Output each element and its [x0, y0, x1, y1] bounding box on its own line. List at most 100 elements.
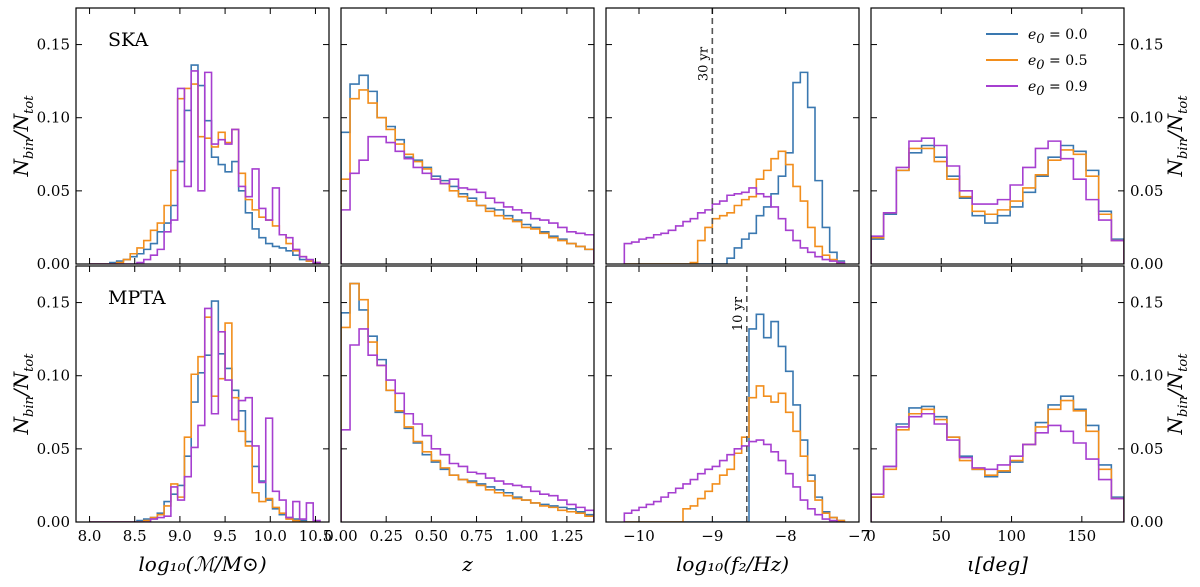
y-axis-label-part: bin	[1176, 396, 1191, 417]
y-tick-label: 0.15	[37, 36, 70, 54]
x-tick-label: −8	[775, 527, 797, 545]
y-axis-label: Nbin/Ntot	[1163, 95, 1191, 178]
y-axis-label-part: tot	[1176, 353, 1191, 372]
legend-label: e0 = 0.5	[1028, 53, 1087, 73]
y-axis-label-part: /N	[1163, 112, 1187, 140]
y-tick-label: 0.05	[37, 440, 70, 458]
x-tick-label: 100	[997, 527, 1026, 545]
histogram-series-1	[341, 89, 594, 264]
legend-label-part: = 0.0	[1045, 27, 1088, 43]
x-axis-label: log₁₀(f₂/Hz)	[676, 552, 789, 576]
y-axis-label-part: bin	[1176, 138, 1191, 159]
histogram-series-0	[341, 282, 594, 522]
panel-frame	[605, 7, 860, 265]
x-tick-label: 0	[866, 527, 876, 545]
histogram-series-1	[624, 150, 846, 264]
x-tick-label: 9.0	[168, 527, 192, 545]
y-tick-label-right: 0.05	[1130, 182, 1163, 200]
y-axis-label-part: bin	[22, 138, 37, 159]
legend-label-part: e	[1028, 27, 1036, 43]
x-tick-label: 8.0	[78, 527, 102, 545]
histogram-series-0	[624, 313, 846, 522]
y-tick-label-right: 0.15	[1130, 36, 1163, 54]
legend-label-part: e	[1028, 53, 1036, 69]
x-tick-label: 1.00	[505, 527, 538, 545]
x-tick-label: 0.50	[415, 527, 448, 545]
x-tick-label: 0.00	[324, 527, 357, 545]
x-tick-label: 50	[932, 527, 951, 545]
panel-frame	[870, 7, 1125, 265]
legend-label-part: 0	[1036, 84, 1044, 99]
y-tick-label: 0.15	[37, 294, 70, 312]
x-tick-label: 1.25	[550, 527, 583, 545]
y-axis-label-part: N	[9, 415, 33, 435]
x-tick-label: 10.5	[299, 527, 332, 545]
histogram-series-2	[623, 439, 845, 522]
histogram-series-2	[89, 70, 321, 264]
x-tick-label: 0.75	[460, 527, 493, 545]
legend-label-part: 0	[1036, 32, 1044, 47]
histogram-series-2	[871, 137, 1124, 264]
y-axis-label: Nbin/Ntot	[9, 95, 37, 178]
legend-label-part: = 0.9	[1045, 79, 1088, 95]
legend-label-part: e	[1028, 79, 1036, 95]
panel-r1-c1: 0.00 0.25 0.50 0.75 1.00 1.25	[324, 265, 595, 545]
y-axis-label-part: tot	[22, 95, 37, 114]
panel-frame	[75, 7, 330, 265]
x-tick-label: −9	[701, 527, 723, 545]
y-tick-label: 0.00	[37, 513, 70, 531]
panel-frame	[340, 7, 595, 265]
histogram-series-1	[624, 385, 846, 522]
x-axis-label: z	[461, 552, 473, 576]
legend-label: e0 = 0.9	[1028, 79, 1087, 99]
x-tick-label: −7	[848, 527, 870, 545]
panel-r0-c2: 30 yr	[605, 7, 860, 265]
histogram-series-0	[341, 74, 594, 264]
x-tick-label: 9.5	[213, 527, 237, 545]
x-axis-label: ι[deg]	[967, 552, 1028, 576]
histogram-series-2	[89, 307, 321, 522]
y-tick-label-right: 0.15	[1130, 294, 1163, 312]
panel-frame	[870, 265, 1125, 523]
y-tick-label-right: 0.00	[1130, 513, 1163, 531]
panel-r0-c1	[340, 7, 595, 265]
reference-line-label: 10 yr	[731, 296, 746, 331]
y-axis-label: Nbin/Ntot	[1163, 353, 1191, 436]
x-tick-label: 10.0	[254, 527, 287, 545]
x-axis-label: log₁₀(ℳ/M⊙)	[138, 552, 266, 576]
legend-label-part: 0	[1036, 58, 1044, 73]
panel-r0-c3: 0.00 0.05 0.10 0.15	[870, 7, 1163, 273]
y-tick-label-right: 0.05	[1130, 440, 1163, 458]
reference-line-label: 30 yr	[696, 46, 711, 81]
y-axis-label-part: bin	[22, 396, 37, 417]
histogram-series-2	[871, 412, 1124, 522]
y-tick-label-right: 0.10	[1130, 109, 1163, 127]
y-tick-label-right: 0.10	[1130, 367, 1163, 385]
panel-frame	[605, 265, 860, 523]
panel-frame	[340, 265, 595, 523]
panel-r0-c0: 0.00 0.05 0.10 0.15 SKA	[37, 7, 330, 273]
y-axis-label-part: /N	[1163, 370, 1187, 398]
x-tick-label: 8.5	[123, 527, 147, 545]
histogram-series-0	[624, 71, 846, 264]
legend-label: e0 = 0.0	[1028, 27, 1087, 47]
histogram-series-0	[89, 300, 320, 522]
y-axis-label-part: N	[1163, 415, 1187, 435]
y-axis-label-part: N	[1163, 157, 1187, 177]
y-axis-label-part: tot	[1176, 95, 1191, 114]
panel-r1-c2: 10 yr −10 −9 −8 −7	[605, 265, 870, 545]
legend-label-part: = 0.5	[1045, 53, 1088, 69]
y-tick-label: 0.10	[37, 367, 70, 385]
histogram-series-2	[623, 187, 846, 264]
panel-frame	[75, 265, 330, 523]
x-tick-label: 150	[1068, 527, 1097, 545]
y-axis-label-part: tot	[22, 353, 37, 372]
y-axis-label-part: /N	[9, 370, 33, 398]
y-axis-label-part: N	[9, 157, 33, 177]
panel-r1-c0: 8.0 8.5 9.0 9.5 10.0 10.5 0.00 0.05 0.10 0.15 MPTA	[37, 265, 332, 545]
y-tick-label-right: 0.00	[1130, 255, 1163, 273]
y-axis-label-part: /N	[9, 112, 33, 140]
y-axis-label: Nbin/Ntot	[9, 353, 37, 436]
x-tick-label: −10	[623, 527, 655, 545]
